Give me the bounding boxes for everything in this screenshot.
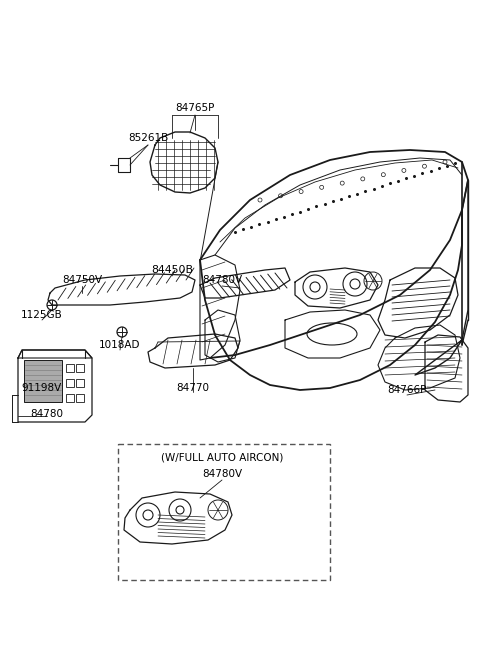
Text: 85261B: 85261B	[128, 133, 168, 143]
Bar	[66, 379, 74, 387]
Text: 84766P: 84766P	[387, 385, 427, 395]
Bar	[76, 379, 84, 387]
Text: 84750V: 84750V	[62, 275, 102, 285]
Bar	[76, 364, 84, 372]
Text: 1125GB: 1125GB	[21, 310, 63, 320]
Text: 91198V: 91198V	[22, 383, 62, 393]
Text: 84770: 84770	[177, 383, 209, 393]
Bar	[118, 444, 330, 580]
Text: 1018AD: 1018AD	[99, 340, 141, 350]
Text: 84765P: 84765P	[175, 103, 215, 113]
Text: 84780: 84780	[31, 409, 63, 419]
Text: (W/FULL AUTO AIRCON): (W/FULL AUTO AIRCON)	[161, 453, 283, 463]
Text: 84450B: 84450B	[151, 265, 193, 275]
Bar	[66, 394, 74, 402]
Text: 84780V: 84780V	[202, 469, 242, 479]
Text: 84780V: 84780V	[202, 275, 242, 285]
Bar	[66, 364, 74, 372]
Bar	[24, 360, 62, 402]
Bar	[76, 394, 84, 402]
